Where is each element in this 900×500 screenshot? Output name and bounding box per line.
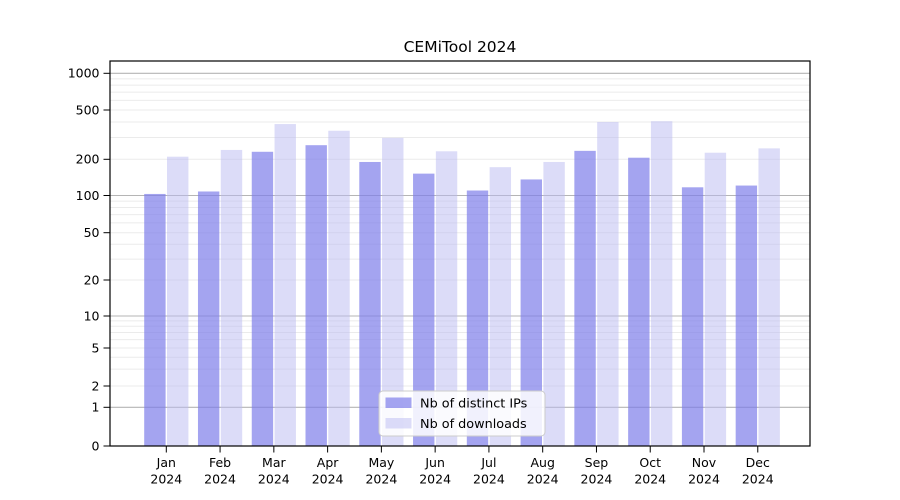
legend-box <box>378 390 546 437</box>
bars <box>144 121 780 447</box>
x-tick-label-year: 2024 <box>365 472 397 487</box>
bar-distinct-ips <box>305 145 327 446</box>
bar-distinct-ips <box>574 150 596 446</box>
y-tick-label: 1000 <box>68 66 100 81</box>
x-tick-label-month: May <box>368 455 394 470</box>
x-tick-label-month: Nov <box>692 455 717 470</box>
y-tick-label: 100 <box>76 188 100 203</box>
x-tick-label-month: Apr <box>317 455 339 470</box>
y-tick-label: 1 <box>92 400 100 415</box>
bar-distinct-ips <box>735 185 758 446</box>
x-tick-label-year: 2024 <box>527 472 559 487</box>
legend-entry-label: Nb of distinct IPs <box>420 397 528 412</box>
chart-title: CEMiTool 2024 <box>404 38 517 56</box>
y-tick-label: 20 <box>84 272 100 287</box>
bar-downloads <box>435 151 458 446</box>
bar-distinct-ips <box>628 157 650 446</box>
plot-frame <box>109 60 811 447</box>
y-tick-label: 2 <box>92 378 100 393</box>
x-tick-label-month: Oct <box>639 455 661 470</box>
x-tick-label-year: 2024 <box>419 472 451 487</box>
x-tick-label-year: 2024 <box>688 472 720 487</box>
x-tick-label-month: Sep <box>585 455 609 470</box>
bar-distinct-ips <box>359 161 381 446</box>
legend: Nb of distinct IPs Nb of downloads <box>378 390 546 437</box>
x-tick-label-year: 2024 <box>258 472 290 487</box>
bar-downloads <box>704 152 727 446</box>
bar-distinct-ips <box>520 179 542 446</box>
bar-distinct-ips <box>413 173 435 446</box>
x-tick-label-month: Feb <box>209 455 231 470</box>
x-tick-label-year: 2024 <box>581 472 613 487</box>
y-tick-label: 200 <box>76 152 100 167</box>
y-tick-label: 5 <box>92 340 100 355</box>
x-tick-label-year: 2024 <box>150 472 182 487</box>
x-tick-label-month: Jan <box>156 455 176 470</box>
x-tick-label-month: Aug <box>530 455 554 470</box>
bar-downloads <box>597 122 619 447</box>
bar-downloads <box>489 167 512 446</box>
x-tick-label-month: Mar <box>262 455 286 470</box>
x-tick-label-month: Jul <box>480 455 496 470</box>
bar-distinct-ips <box>197 191 220 446</box>
x-tick-label-year: 2024 <box>312 472 344 487</box>
bar-distinct-ips <box>681 187 704 446</box>
axes: 0 1 2 5 10 20 50 100 200 500 1000 Jan 2024 Feb 2024 Mar… <box>68 60 811 487</box>
legend-swatch-distinct-ips <box>385 397 412 408</box>
y-tick-label: 0 <box>92 438 100 453</box>
bar-downloads <box>758 148 780 447</box>
bar-downloads <box>220 149 243 446</box>
bar-distinct-ips <box>251 151 274 446</box>
y-tick-label: 500 <box>76 102 100 117</box>
x-tick-label-month: Jun <box>424 455 445 470</box>
legend-entry-label: Nb of downloads <box>420 417 527 432</box>
y-tick-label: 50 <box>84 225 100 240</box>
bar-downloads <box>382 137 404 446</box>
y-tick-label: 10 <box>84 308 100 323</box>
bar-distinct-ips <box>466 190 489 446</box>
legend-swatch-downloads <box>385 418 412 429</box>
bar-downloads <box>650 121 673 446</box>
x-tick-label-year: 2024 <box>473 472 505 487</box>
bar-downloads <box>274 124 296 446</box>
bar-downloads <box>543 161 565 446</box>
x-tick-label-year: 2024 <box>204 472 236 487</box>
bar-downloads <box>167 156 189 446</box>
bar-distinct-ips <box>144 193 166 446</box>
x-tick-label-year: 2024 <box>742 472 774 487</box>
bar-downloads <box>328 130 350 447</box>
x-tick-label-year: 2024 <box>634 472 666 487</box>
x-tick-label-month: Dec <box>746 455 770 470</box>
